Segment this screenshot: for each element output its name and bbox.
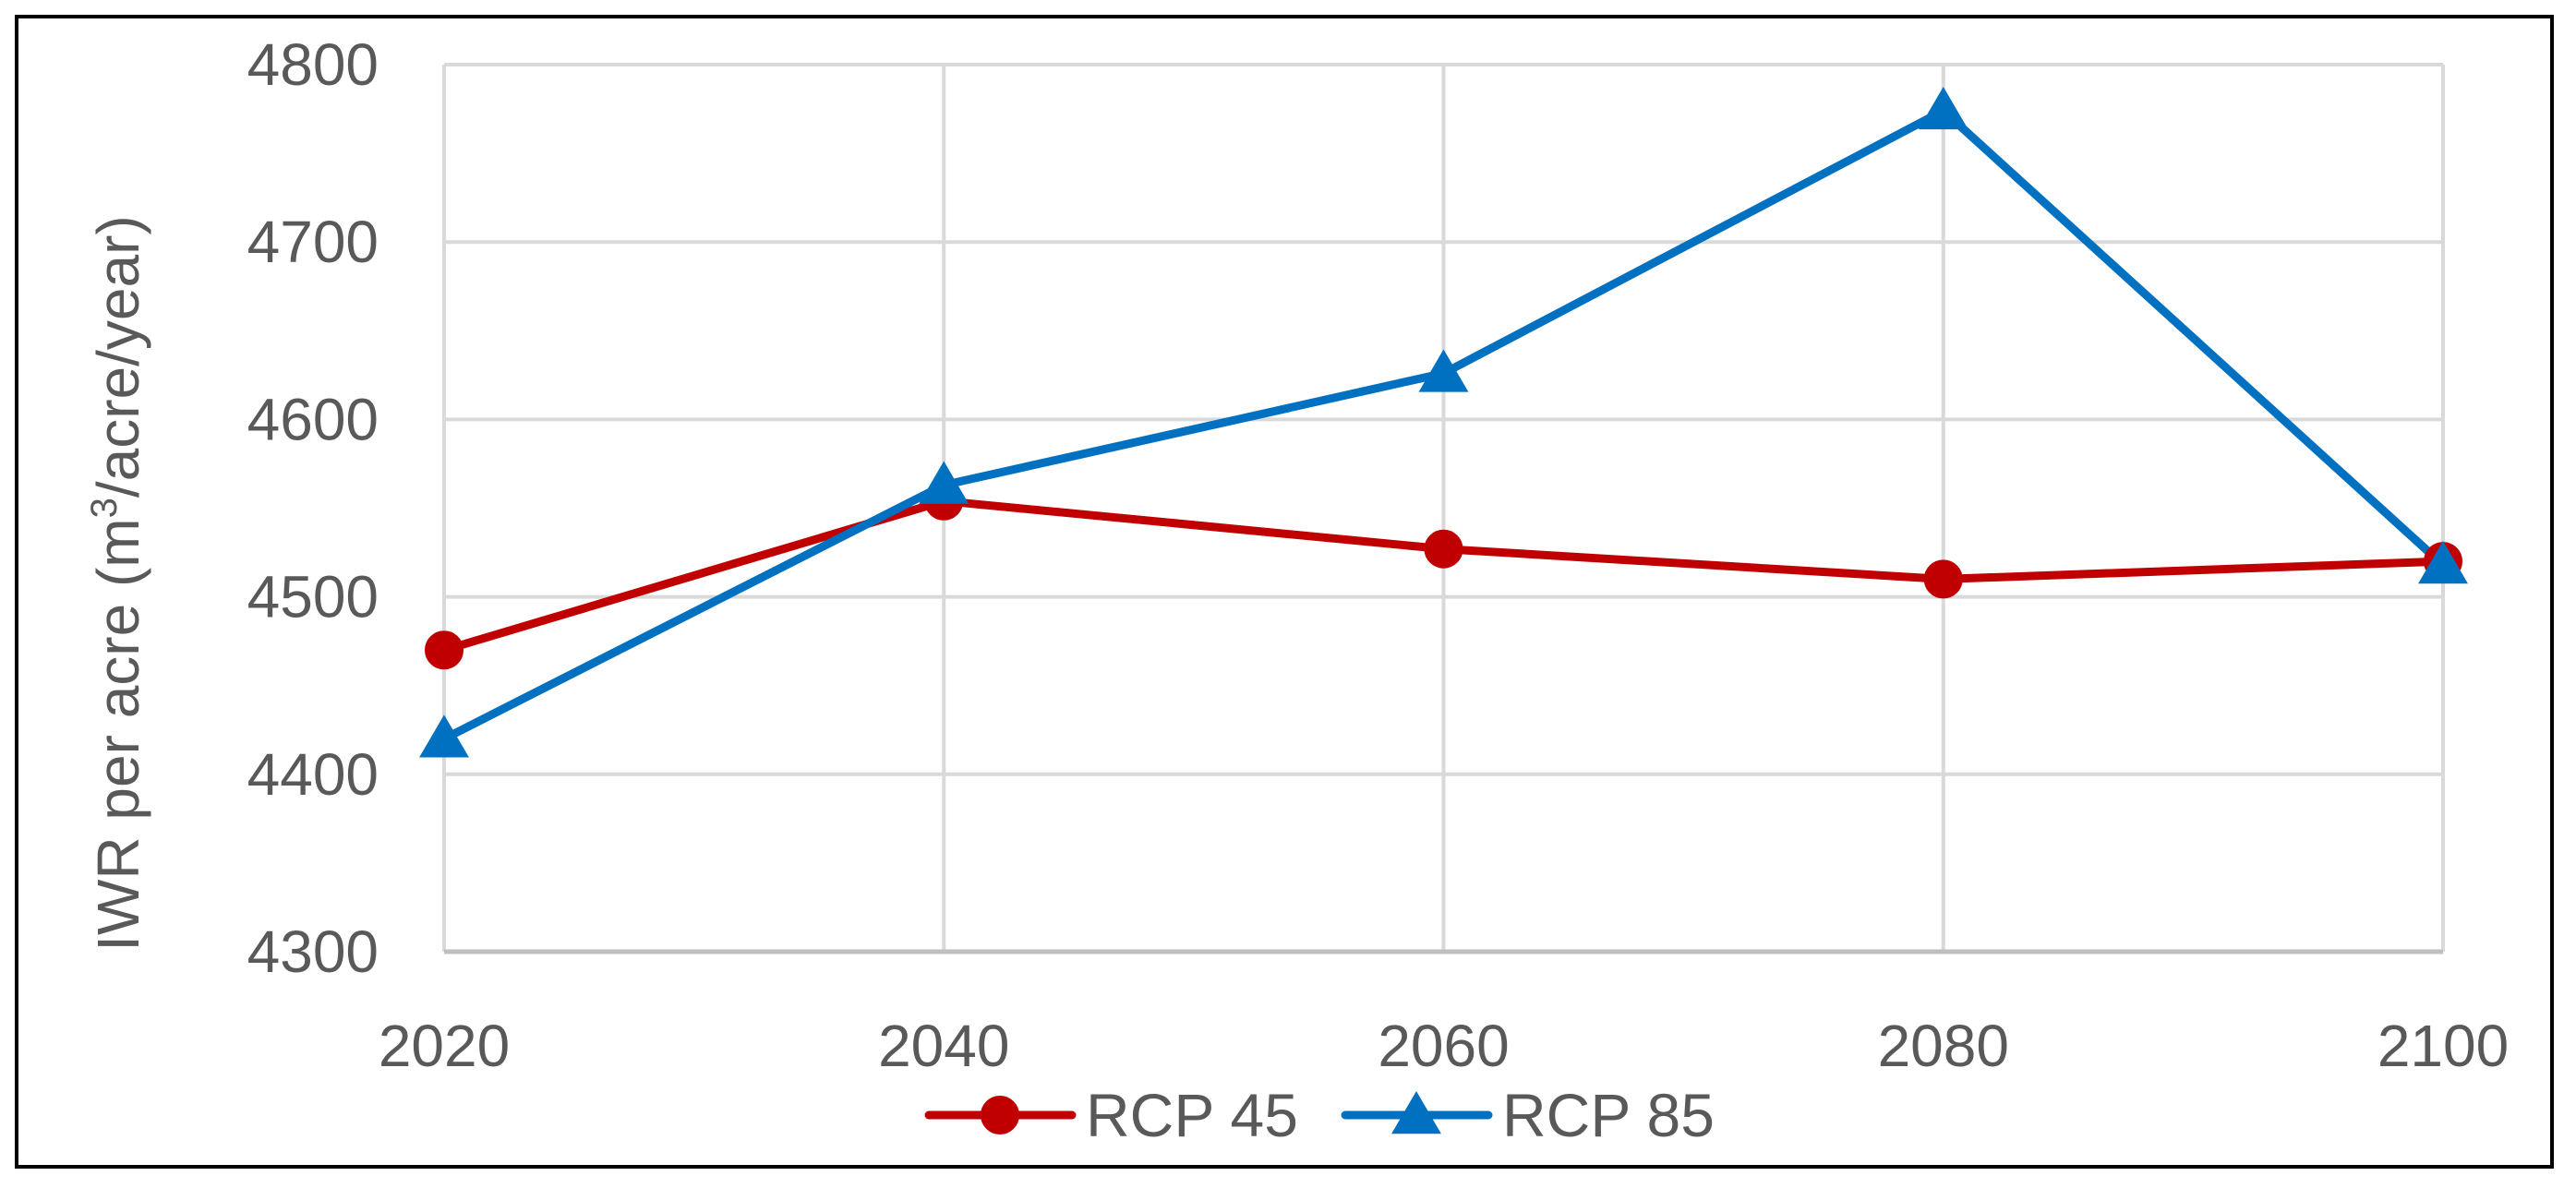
y-axis-title: IWR per acre (m3/acre/year)	[84, 215, 151, 952]
legend-label: RCP 85	[1502, 1081, 1715, 1149]
x-tick-label: 2080	[1878, 1013, 2009, 1079]
data-point-rcp-85	[2418, 541, 2468, 584]
y-tick-label: 4300	[247, 918, 379, 985]
data-point-rcp-85	[919, 461, 969, 504]
data-point-rcp-45	[425, 630, 463, 670]
y-axis-title-prefix: IWR per acre (m	[85, 518, 151, 951]
legend-swatch-marker	[981, 1096, 1019, 1134]
x-tick-label: 2100	[2377, 1013, 2509, 1079]
y-tick-label: 4400	[247, 741, 379, 808]
chart-frame	[15, 15, 2554, 1169]
legend-label: RCP 45	[1086, 1081, 1298, 1149]
y-tick-label: 4600	[247, 386, 379, 452]
data-point-rcp-45	[1923, 559, 1963, 599]
tick-labels: 4300 4400 4500 4600 4700 4800 2020 2040 2060 2080…	[247, 31, 2510, 1079]
data-point-rcp-85	[1418, 349, 1469, 392]
x-tick-label: 2040	[878, 1013, 1009, 1079]
y-tick-label: 4500	[247, 564, 379, 630]
legend-swatch-marker	[1391, 1091, 1441, 1134]
legend: RCP 45 RCP 85	[924, 1081, 1715, 1149]
y-tick-label: 4800	[247, 31, 379, 98]
legend-item-rcp-45: RCP 45	[924, 1081, 1298, 1149]
data-point-rcp-45	[1424, 529, 1463, 569]
data-point-rcp-85	[419, 714, 469, 758]
x-tick-label: 2020	[379, 1013, 510, 1079]
data-point-rcp-85	[1918, 86, 1968, 130]
y-axis-title-superscript: 3	[84, 498, 125, 518]
data-points	[419, 86, 2468, 758]
legend-item-rcp-85: RCP 85	[1341, 1081, 1715, 1149]
y-tick-label: 4700	[247, 209, 379, 275]
gridlines	[442, 63, 2445, 952]
y-axis-title-suffix: /acre/year)	[85, 215, 151, 498]
x-tick-label: 2060	[1378, 1013, 1509, 1079]
